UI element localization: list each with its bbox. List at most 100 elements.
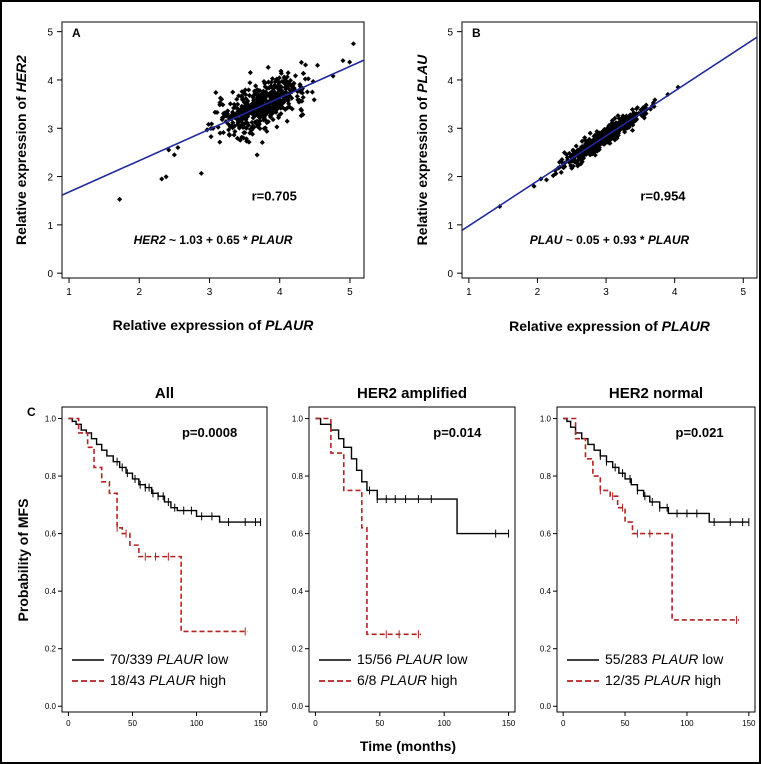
legend-gene: PLAUR <box>157 651 204 667</box>
y-tick-label: 0.0 <box>292 702 304 711</box>
plot-box <box>308 406 516 713</box>
data-point <box>209 121 215 127</box>
data-point <box>284 118 290 124</box>
legend-count: 55/283 <box>605 651 652 667</box>
data-point <box>235 121 241 127</box>
data-point <box>629 127 636 133</box>
plot-box <box>61 21 365 279</box>
y-tick-label: 5 <box>447 28 453 39</box>
data-point <box>159 176 165 182</box>
data-point <box>220 129 226 136</box>
data-point <box>213 90 219 96</box>
regression-equation: HER2 ~ 1.03 + 0.65 * PLAUR <box>134 233 293 247</box>
curve-plaur-high <box>315 417 422 636</box>
data-point <box>243 125 249 131</box>
data-point <box>246 139 252 145</box>
x-axis-label-text: Relative expression of <box>113 317 266 333</box>
legend-level: low <box>203 651 229 667</box>
data-point <box>239 93 245 100</box>
km-x-axis-label: Time (months) <box>360 738 456 754</box>
data-point <box>543 177 550 183</box>
legend-gene: PLAUR <box>652 651 699 667</box>
y-tick-label: 2 <box>447 173 453 184</box>
data-point <box>265 106 271 112</box>
correlation-label: r=0.705 <box>252 189 297 204</box>
x-tick-label: 50 <box>621 719 630 728</box>
x-axis-label: Relative expression of PLAUR <box>113 317 315 333</box>
equation-variable: PLAUR <box>251 233 293 247</box>
km-panel-1: 0 50 100 150 0.0 0.2 0.4 0.6 0.8 1.0 All p=0.0008 70… <box>45 385 268 728</box>
x-tick-label: 0 <box>561 719 566 728</box>
curve-plaur-low <box>68 417 261 523</box>
x-tick-label: 4 <box>277 287 283 298</box>
data-point <box>340 58 346 64</box>
data-point <box>285 70 291 76</box>
y-tick-label: 1 <box>447 221 453 232</box>
regression-line <box>462 36 757 231</box>
data-point <box>302 62 309 68</box>
subplot-title: All <box>155 385 174 402</box>
y-axis-label-text: Relative expression of <box>13 92 29 245</box>
regression-line <box>62 59 364 196</box>
correlation-label: r=0.954 <box>640 189 686 204</box>
data-point <box>254 152 260 158</box>
data-point <box>238 106 244 112</box>
equation-gene: PLAU <box>530 233 563 247</box>
y-tick-label: 0.6 <box>45 530 57 539</box>
x-axis-label-gene: PLAUR <box>662 318 711 334</box>
x-tick-label: 100 <box>438 719 452 728</box>
data-point <box>247 70 253 76</box>
data-point <box>304 89 310 95</box>
y-tick-label: 0.6 <box>292 530 304 539</box>
data-point <box>302 76 308 82</box>
y-tick-label: 0.2 <box>292 645 304 654</box>
data-point <box>300 70 307 77</box>
regression-equation: PLAU ~ 0.05 + 0.93 * PLAUR <box>530 233 690 247</box>
y-tick-label: 0.8 <box>45 472 57 481</box>
legend-gene: PLAUR <box>644 672 691 688</box>
data-point <box>311 97 317 103</box>
y-tick-label: 4 <box>447 76 453 87</box>
x-tick-label: 150 <box>502 719 516 728</box>
y-axis-label-text: Relative expression of <box>414 93 430 246</box>
equation-body: ~ 0.05 + 0.93 * <box>562 233 647 247</box>
data-point <box>217 130 223 136</box>
data-point <box>261 126 267 132</box>
x-axis-label-gene: PLAUR <box>265 317 314 333</box>
x-tick-label: 0 <box>313 719 318 728</box>
data-points <box>117 41 357 202</box>
y-tick-label: 0.6 <box>540 530 552 539</box>
plot-box <box>61 406 268 713</box>
y-tick-label: 0.0 <box>45 702 57 711</box>
x-tick-label: 2 <box>136 287 142 298</box>
y-axis-label: Relative expression of PLAU <box>414 54 430 246</box>
legend-level: low <box>443 651 469 667</box>
y-tick-label: 1.0 <box>45 415 57 424</box>
legend-count: 12/35 <box>605 672 644 688</box>
legend-level: high <box>196 672 226 688</box>
legend-label-low: 70/339 PLAUR low <box>110 651 229 667</box>
data-point <box>247 80 253 86</box>
data-point <box>265 64 271 70</box>
data-point <box>243 91 249 98</box>
x-axis-label: Relative expression of PLAUR <box>509 318 711 334</box>
plot-box <box>461 21 758 279</box>
data-point <box>309 89 315 95</box>
x-tick-label: 5 <box>347 287 353 298</box>
curve-plaur-high <box>68 417 248 633</box>
legend-level: high <box>691 672 721 688</box>
legend-label-high: 18/43 PLAUR high <box>110 672 226 688</box>
equation-body: ~ 1.03 + 0.65 * <box>166 233 251 247</box>
scatter-panel-a: 1 2 3 4 5 0 1 2 3 4 5 Ar=0.705 HER2 ~ 1.03 + 0.65 * … <box>13 21 365 333</box>
x-tick-label: 50 <box>375 719 384 728</box>
data-point <box>347 59 353 65</box>
y-tick-label: 0.4 <box>540 587 552 596</box>
legend-level: low <box>698 651 724 667</box>
legend-gene: PLAUR <box>396 651 443 667</box>
data-point <box>205 121 212 127</box>
legend-gene: PLAUR <box>149 672 196 688</box>
data-point <box>163 174 169 180</box>
y-tick-label: 0.4 <box>292 587 304 596</box>
data-point <box>230 89 236 95</box>
data-point <box>227 101 233 107</box>
